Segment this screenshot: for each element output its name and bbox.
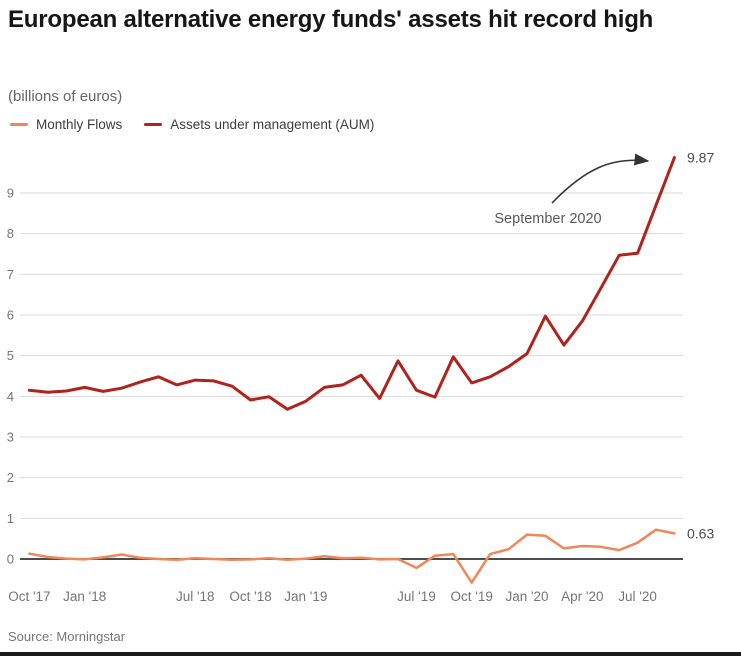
y-tick-label: 3 [7, 429, 14, 444]
x-tick-label: Jan '18 [63, 589, 106, 604]
chart-subtitle: (billions of euros) [8, 88, 123, 105]
aum-line [27, 156, 676, 411]
monthly-flows-line [28, 528, 676, 584]
legend-item-monthly-flows: Monthly Flows [10, 117, 122, 132]
y-tick-label: 7 [7, 267, 14, 282]
annotation-september-2020: September 2020 [494, 211, 601, 227]
x-tick-label: Jul '18 [176, 589, 215, 604]
bottom-border-bar [0, 652, 741, 656]
y-tick-label: 2 [7, 470, 14, 485]
y-tick-label: 8 [7, 226, 14, 241]
legend-swatch-monthly-flows [10, 123, 28, 126]
y-tick-label: 5 [7, 348, 14, 363]
legend-swatch-aum [144, 123, 163, 126]
x-tick-label: Jan '20 [505, 589, 548, 604]
x-tick-label: Jul '19 [397, 589, 436, 604]
annotation-arrow [551, 153, 650, 204]
x-tick-label: Oct '17 [8, 589, 50, 604]
legend-label-monthly-flows: Monthly Flows [36, 117, 123, 132]
x-tick-label: Oct '18 [229, 589, 271, 604]
flows-end-value-label: 0.63 [687, 525, 714, 541]
legend: Monthly Flows Assets under management (A… [10, 117, 374, 132]
x-tick-label: Jul '20 [618, 589, 657, 604]
y-tick-label: 9 [7, 185, 14, 200]
legend-label-aum: Assets under management (AUM) [170, 117, 375, 132]
x-tick-label: Jan '19 [284, 589, 327, 604]
x-tick-label: Apr '20 [561, 589, 603, 604]
y-tick-label: 4 [7, 389, 14, 404]
legend-item-aum: Assets under management (AUM) [144, 117, 374, 132]
x-tick-label: Oct '19 [451, 589, 493, 604]
y-tick-label: 0 [7, 552, 14, 567]
y-tick-label: 6 [7, 307, 14, 322]
aum-end-value-label: 9.87 [687, 150, 714, 166]
y-tick-label: 1 [7, 511, 14, 526]
chart-title: European alternative energy funds' asset… [8, 6, 654, 33]
source-attribution: Source: Morningstar [8, 629, 126, 644]
